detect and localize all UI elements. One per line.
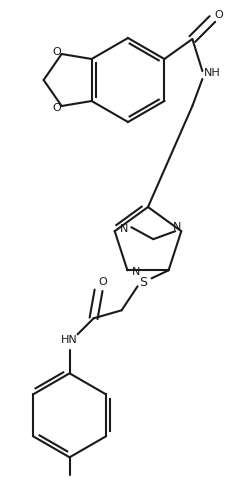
Text: HN: HN (61, 335, 78, 345)
Text: O: O (52, 103, 61, 113)
Text: O: O (213, 10, 222, 20)
Text: O: O (52, 47, 61, 57)
Text: N: N (119, 224, 127, 234)
Text: NH: NH (203, 68, 220, 78)
Text: N: N (132, 267, 140, 277)
Text: O: O (98, 277, 106, 287)
Text: S: S (139, 276, 147, 289)
Text: N: N (172, 222, 181, 232)
